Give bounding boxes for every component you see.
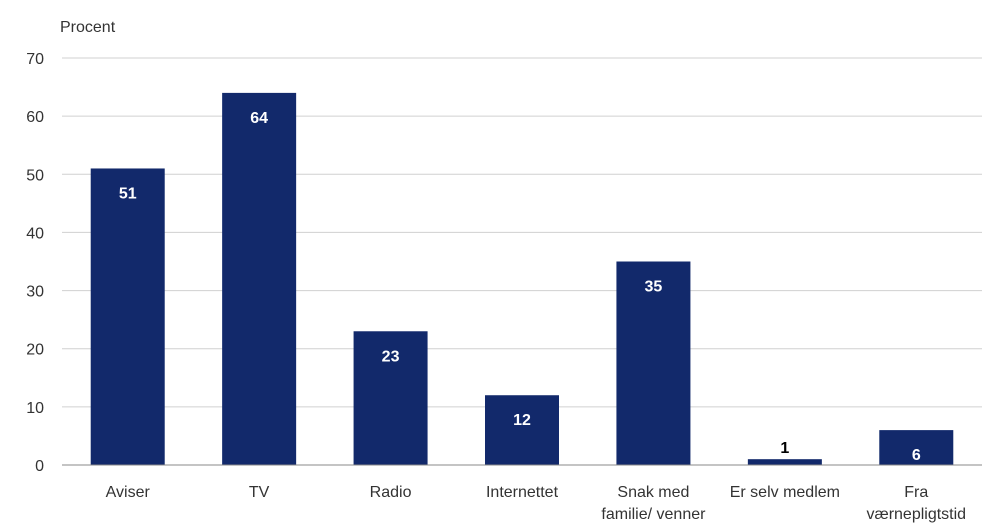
bar [616,261,691,465]
gridlines [62,57,982,408]
y-tick-label: 30 [26,284,44,301]
bar [222,92,297,465]
bar [90,168,165,465]
bar [353,331,428,465]
x-category-label: TV [249,484,270,501]
data-label: 6 [912,447,921,464]
data-label: 51 [119,185,137,202]
x-category-label: Aviser [106,484,151,501]
y-tick-label: 20 [26,342,44,359]
bars [90,92,954,465]
x-category-label: Snak med [617,484,689,501]
y-tick-label: 60 [26,109,44,126]
y-axis-unit-label: Procent [60,19,116,36]
y-axis-ticks: 0 10 20 30 40 50 60 70 [26,51,44,475]
x-category-label: Er selv medlem [730,484,840,501]
y-tick-label: 70 [26,51,44,68]
bar [485,395,559,465]
y-tick-label: 10 [26,400,44,417]
y-tick-label: 40 [26,225,44,242]
bar [879,430,954,465]
x-category-label: familie/ venner [601,506,706,523]
y-tick-label: 50 [26,167,44,184]
x-axis-categories: Aviser TV Radio Internettet Snak med familie/… [106,484,966,523]
data-labels: 51 64 23 12 35 1 6 [119,110,921,464]
data-label: 1 [780,440,789,457]
x-category-label: værnepligtstid [866,506,966,523]
x-category-label: Fra [904,484,928,501]
x-category-label: Radio [370,484,412,501]
bar [747,459,822,465]
data-label: 64 [250,110,268,127]
y-tick-label: 0 [35,458,44,475]
data-label: 23 [382,348,400,365]
data-label: 12 [513,412,531,429]
x-category-label: Internettet [486,484,559,501]
data-label: 35 [645,279,663,296]
